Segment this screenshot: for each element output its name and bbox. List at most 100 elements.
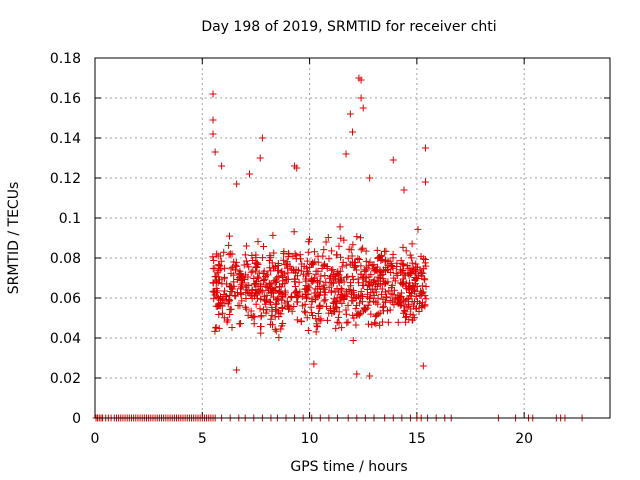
data-point bbox=[216, 262, 224, 270]
data-point bbox=[257, 329, 265, 337]
data-point bbox=[304, 268, 312, 276]
data-point bbox=[366, 174, 374, 182]
data-point bbox=[397, 301, 405, 309]
data-point bbox=[337, 253, 345, 261]
data-point bbox=[256, 154, 264, 162]
data-point bbox=[260, 293, 268, 301]
data-point bbox=[220, 248, 228, 256]
data-point bbox=[280, 256, 288, 264]
data-point bbox=[252, 263, 260, 271]
data-point bbox=[349, 311, 357, 319]
data-point bbox=[399, 243, 407, 251]
data-point bbox=[357, 234, 365, 242]
data-point bbox=[335, 271, 343, 279]
data-point bbox=[414, 297, 422, 305]
data-point bbox=[228, 288, 236, 296]
data-point bbox=[250, 274, 258, 282]
data-point bbox=[211, 148, 219, 156]
data-point bbox=[382, 247, 390, 255]
data-point bbox=[361, 267, 369, 275]
data-point bbox=[230, 258, 238, 266]
data-point bbox=[398, 280, 406, 288]
plot-frame bbox=[94, 57, 611, 419]
data-point bbox=[364, 301, 372, 309]
data-point bbox=[242, 242, 250, 250]
data-point bbox=[237, 289, 245, 297]
data-point bbox=[259, 276, 267, 284]
data-point bbox=[306, 263, 314, 271]
chart-title: Day 198 of 2019, SRMTID for receiver cht… bbox=[201, 19, 496, 35]
data-point bbox=[335, 313, 343, 321]
data-point bbox=[313, 320, 321, 328]
data-point bbox=[316, 304, 324, 312]
data-point bbox=[372, 320, 380, 328]
data-point bbox=[210, 295, 218, 303]
data-point bbox=[353, 301, 361, 309]
data-point bbox=[416, 266, 424, 274]
data-point bbox=[294, 291, 302, 299]
data-point bbox=[363, 286, 371, 294]
data-point bbox=[359, 244, 367, 252]
data-point bbox=[310, 360, 318, 368]
data-point bbox=[352, 266, 360, 274]
data-point bbox=[267, 298, 275, 306]
data-point bbox=[278, 267, 286, 275]
data-point bbox=[266, 284, 274, 292]
data-point bbox=[256, 282, 264, 290]
data-point bbox=[308, 298, 316, 306]
data-point bbox=[357, 94, 365, 102]
data-point bbox=[338, 263, 346, 271]
tick-layer: 0 0.02 0.04 0.06 0.08 0.1 0.12 0.14 0.16 0.18 0 5 10… bbox=[50, 51, 610, 447]
data-point bbox=[415, 307, 423, 315]
data-point bbox=[352, 321, 360, 329]
data-point bbox=[342, 310, 350, 318]
data-point bbox=[259, 254, 267, 262]
data-point bbox=[361, 306, 369, 314]
data-point bbox=[370, 278, 378, 286]
data-point bbox=[209, 90, 217, 98]
data-point bbox=[237, 291, 245, 299]
data-point bbox=[327, 273, 335, 281]
grid-layer bbox=[95, 58, 610, 418]
data-point bbox=[284, 302, 292, 310]
data-point bbox=[352, 305, 360, 313]
data-point bbox=[347, 279, 355, 287]
data-point bbox=[422, 295, 430, 303]
data-point bbox=[288, 266, 296, 274]
data-point bbox=[376, 274, 384, 282]
data-point bbox=[372, 312, 380, 320]
data-point bbox=[314, 291, 322, 299]
data-point bbox=[364, 320, 372, 328]
data-points bbox=[92, 74, 586, 422]
data-point bbox=[421, 259, 429, 267]
data-point bbox=[279, 273, 287, 281]
data-point bbox=[220, 299, 228, 307]
data-point bbox=[399, 261, 407, 269]
data-point bbox=[230, 271, 238, 279]
data-point bbox=[313, 292, 321, 300]
y-axis-title: SRMTID / TECUs bbox=[6, 182, 22, 295]
y-tick-label: 0.14 bbox=[50, 131, 81, 147]
data-point bbox=[383, 266, 391, 274]
data-point bbox=[309, 260, 317, 268]
data-point bbox=[257, 312, 265, 320]
data-point bbox=[404, 270, 412, 278]
data-point bbox=[209, 116, 217, 124]
data-point bbox=[302, 285, 310, 293]
data-point bbox=[346, 110, 354, 118]
data-point bbox=[320, 246, 328, 254]
y-tick-label: 0.1 bbox=[59, 211, 81, 227]
data-point bbox=[214, 252, 222, 260]
data-point bbox=[310, 248, 318, 256]
data-point bbox=[325, 255, 333, 263]
data-point bbox=[242, 305, 250, 313]
data-point bbox=[215, 324, 223, 332]
y-tick-label: 0.18 bbox=[50, 51, 81, 67]
data-point bbox=[279, 304, 287, 312]
data-point bbox=[252, 254, 260, 262]
data-point bbox=[290, 302, 298, 310]
data-point bbox=[324, 316, 332, 324]
y-tick-label: 0.16 bbox=[50, 91, 81, 107]
data-point bbox=[249, 312, 257, 320]
data-point bbox=[366, 258, 374, 266]
